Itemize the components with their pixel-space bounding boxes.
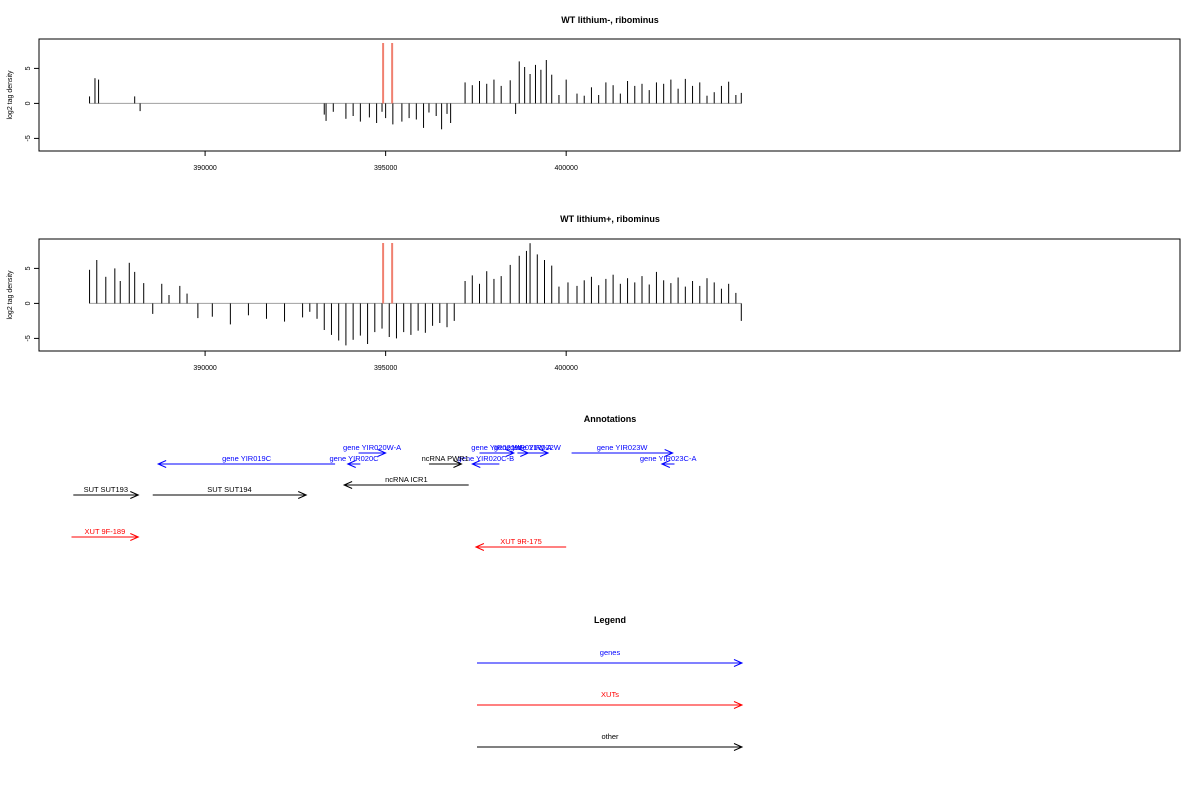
- legend-arrow-head: [733, 659, 744, 667]
- feature-label: gene YIR023W: [597, 443, 649, 452]
- feature-arrow-head: [660, 460, 671, 468]
- feature-label: ncRNA ICR1: [385, 475, 428, 484]
- feature-label: XUT 9F-189: [85, 527, 126, 536]
- feature-label: gene YIR021W-A: [494, 443, 552, 452]
- feature-label: SUT SUT193: [84, 485, 128, 494]
- y-tick-label: 0: [25, 101, 32, 105]
- feature-label: gene YIR019C: [222, 454, 272, 463]
- feature-arrow-head: [505, 449, 516, 457]
- feature-arrow-head: [453, 460, 463, 468]
- legend-title: Legend: [594, 615, 626, 625]
- panel-2-ylabel: log2 tag density: [7, 270, 14, 320]
- panel-2-title: WT lithium+, ribominus: [560, 214, 660, 224]
- feature-label: gene YIR020W-A: [343, 443, 401, 452]
- feature-arrow-head: [539, 449, 550, 457]
- panel-1-plot: -5 0 5 390000 395000 400000: [25, 38, 1181, 172]
- plot-frame: [38, 38, 1181, 152]
- feature-arrow-head: [297, 491, 308, 499]
- feature-arrow-head: [130, 533, 140, 541]
- feature-arrow-head: [346, 460, 356, 468]
- feature-label: ncRNA PWR1: [422, 454, 469, 463]
- x-tick-label: 395000: [374, 165, 397, 172]
- feature-arrow-head: [130, 491, 140, 499]
- x-tick-label: 390000: [193, 365, 216, 372]
- x-tick-label: 395000: [374, 365, 397, 372]
- feature-arrow-head: [471, 460, 481, 468]
- legend: genes XUTs other: [477, 648, 744, 751]
- panel-1-ylabel: log2 tag density: [7, 70, 14, 120]
- feature-label: gene YIR022W: [510, 443, 562, 452]
- annotation-tracks: gene YIR020W-A gene YIR019C gene YIR020C ge…: [71, 443, 696, 551]
- x-tick-label: 390000: [193, 165, 216, 172]
- x-tick-label: 400000: [554, 365, 577, 372]
- feature-arrow-head: [664, 449, 674, 457]
- legend-arrow-head: [733, 743, 744, 751]
- panel-2-plot: -5 0 5 390000 395000 400000: [25, 238, 1181, 372]
- legend-arrow-head: [733, 701, 744, 709]
- legend-label: XUTs: [601, 690, 619, 699]
- y-tick-label: 5: [25, 66, 32, 70]
- plot-frame: [38, 238, 1181, 352]
- feature-label: gene YIR023C-A: [640, 454, 697, 463]
- feature-label: XUT 9R-175: [500, 537, 542, 546]
- feature-arrow-head: [156, 460, 167, 468]
- y-tick-label: 5: [25, 266, 32, 270]
- legend-label: genes: [600, 648, 621, 657]
- annotations-title: Annotations: [584, 414, 637, 424]
- y-tick-label: -5: [25, 135, 32, 141]
- feature-arrow-head: [474, 543, 485, 551]
- feature-label: SUT SUT194: [207, 485, 251, 494]
- legend-label: other: [601, 732, 619, 741]
- y-tick-label: -5: [25, 335, 32, 341]
- panel-1-title: WT lithium-, ribominus: [561, 15, 659, 25]
- x-tick-label: 400000: [554, 165, 577, 172]
- feature-label: gene YIR021W: [471, 443, 523, 452]
- feature-arrow-head: [377, 449, 387, 457]
- feature-label: gene YIR020C: [329, 454, 379, 463]
- feature-arrow-head: [342, 481, 353, 489]
- y-tick-label: 0: [25, 301, 32, 305]
- feature-label: gene YIR020C-B: [458, 454, 515, 463]
